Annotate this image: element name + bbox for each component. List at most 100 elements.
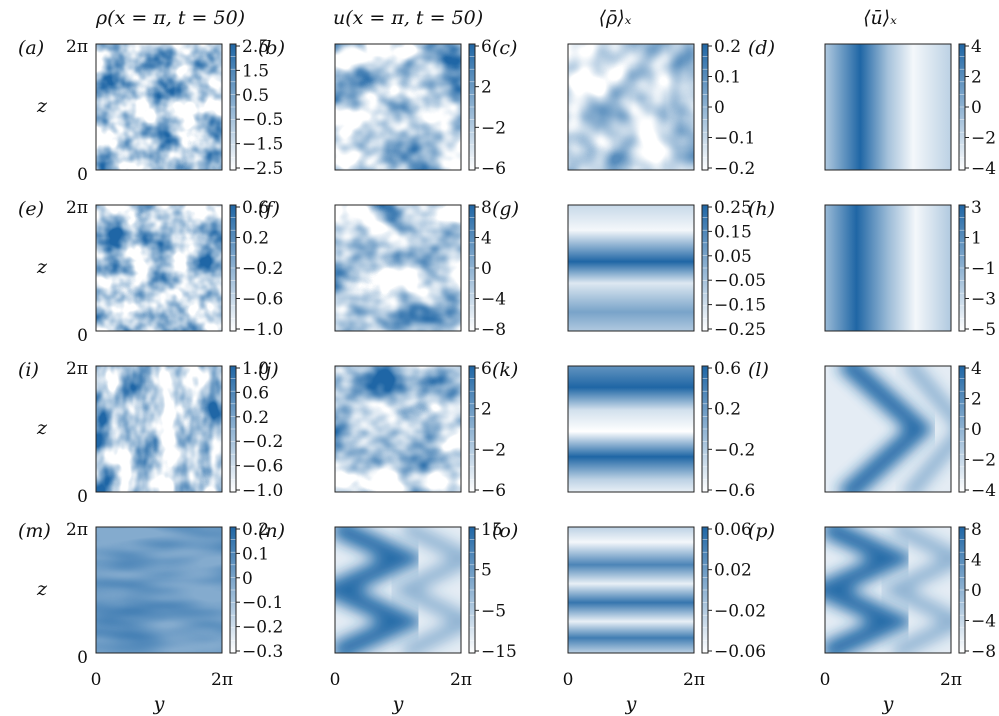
z-top-row2: 2π <box>66 198 88 218</box>
panel-field <box>568 527 694 653</box>
colorbar-tick-label: 0.06 <box>714 520 752 540</box>
colorbar-tick-label: 2 <box>971 68 982 88</box>
colorbar-tick-label: −2 <box>971 129 996 149</box>
z-top-row3: 2π <box>66 359 88 379</box>
colorbar-tick-label: −15 <box>481 642 517 662</box>
colorbar-frame <box>468 365 476 493</box>
colorbar-tick-label: 0.15 <box>714 222 752 242</box>
panel-field <box>568 44 694 170</box>
colorbar-tick-label: −0.3 <box>242 642 283 662</box>
panel-frame <box>567 365 695 493</box>
colorbar-tick-label: 8 <box>481 198 492 218</box>
panels-layer: (a) 2.5 1.5 0.5 −0.5 −1.5 −2.5 (b) 6 2 −2 −6 (c) 0.2 0… <box>18 37 996 662</box>
panel-field <box>96 527 222 653</box>
colorbar-tick-label: −3 <box>971 290 996 310</box>
colorbar-tick-label: 15 <box>481 520 503 540</box>
colorbar-tick-label: 0.2 <box>242 408 269 428</box>
y-left-col3: 0 <box>563 670 574 690</box>
colorbar-tick-label: −4 <box>971 159 996 179</box>
colorbar-tick-label: 0.2 <box>242 520 269 540</box>
horizontal-bands <box>568 366 694 492</box>
colorbar-tick-label: −8 <box>971 642 996 662</box>
panel-id: (o) <box>492 520 518 542</box>
panel-frame <box>567 526 695 654</box>
colorbar-tick-label: 0.05 <box>714 247 752 267</box>
panel-frame <box>334 365 462 493</box>
panel-id: (c) <box>492 37 517 59</box>
horizontal-bands <box>568 527 694 653</box>
colorbar-tick-label: −1.5 <box>242 135 283 155</box>
panel-frame <box>95 43 223 171</box>
colorbar-tick-label: 2 <box>481 78 492 98</box>
colorbar-tick-label: 6 <box>481 37 492 57</box>
colorbar-tick-label: 3 <box>971 198 982 218</box>
colorbar-tick-label: −2 <box>971 451 996 471</box>
colorbar-tick-label: 4 <box>481 229 492 249</box>
colorbar-tick-label: −0.2 <box>242 618 283 638</box>
z-bot-row1: 0 <box>77 165 88 185</box>
panel-b: (b) 6 2 −2 −6 <box>258 37 506 179</box>
col-title-4: ⟨ū⟩ₓ <box>863 7 897 29</box>
colorbar-tick-label: −5 <box>971 320 996 340</box>
colorbar-tick-label: −1.0 <box>242 320 283 340</box>
chevron-stripe <box>878 527 951 653</box>
colorbar-tick-label: −0.6 <box>242 290 283 310</box>
panel-id: (j) <box>258 359 279 381</box>
colorbar-tick-label: −4 <box>481 290 506 310</box>
colorbar-tick-label: −0.5 <box>242 110 283 130</box>
panel-f: (f) 8 4 0 −4 −8 <box>258 198 506 340</box>
colorbar-tick-label: −1 <box>971 259 996 279</box>
panel-field <box>335 366 461 492</box>
panel-c: (c) 0.2 0.1 0 −0.1 −0.2 <box>492 37 755 179</box>
vertical-band <box>825 44 951 170</box>
z-label-row3: z <box>36 417 48 439</box>
colorbar-tick-label: 0.1 <box>714 68 741 88</box>
z-bot-row4: 0 <box>77 648 88 668</box>
panel-field <box>825 44 951 170</box>
colorbar-tick-label: 0.02 <box>714 561 752 581</box>
horizontal-bands <box>568 205 694 331</box>
col-title-3: ⟨ρ̄⟩ₓ <box>599 7 632 29</box>
colorbar-tick-label: −2 <box>481 118 506 138</box>
panel-frame <box>334 204 462 332</box>
colorbar-tick-label: 1.0 <box>242 359 269 379</box>
colorbar-tick-label: −0.25 <box>714 320 766 340</box>
colorbar-tick-label: −0.6 <box>714 481 755 501</box>
chevron-stripe <box>825 527 919 653</box>
colorbar-tick-label: 4 <box>971 359 982 379</box>
colorbar-tick-label: −0.2 <box>242 432 283 452</box>
colorbar-frame <box>229 43 237 171</box>
colorbar-tick-label: −0.15 <box>714 296 766 316</box>
y-left-col2: 0 <box>330 670 341 690</box>
colorbar-tick-label: 0 <box>971 420 982 440</box>
colorbar-tick-label: −0.2 <box>714 440 755 460</box>
chevron-stripe <box>901 366 951 492</box>
panel-frame <box>824 365 952 493</box>
colorbar-tick-label: 0 <box>971 581 982 601</box>
z-bot-row2: 0 <box>77 326 88 346</box>
panel-id: (g) <box>492 198 519 220</box>
y-right-col2: 2π <box>450 670 472 690</box>
colorbar-tick-label: −4 <box>971 481 996 501</box>
y-label-col4: y <box>882 693 894 715</box>
y-left-col4: 0 <box>820 670 831 690</box>
col-title-1: ρ(x = π, t = 50) <box>95 7 245 29</box>
panel-h: (h) 3 1 −1 −3 −5 <box>748 198 996 340</box>
blob-field <box>568 44 694 170</box>
colorbar-tick-label: 0 <box>481 259 492 279</box>
turbulent-field <box>335 44 461 170</box>
panel-field <box>568 366 694 492</box>
colorbar-tick-label: −8 <box>481 320 506 340</box>
z-label-row1: z <box>36 95 48 117</box>
panel-id: (n) <box>258 520 285 542</box>
panel-id: (m) <box>18 520 51 542</box>
colorbar-frame <box>701 526 709 654</box>
colorbar-tick-label: 2.5 <box>242 37 269 57</box>
colorbar-tick-label: 2 <box>481 400 492 420</box>
vertical-band <box>825 205 951 331</box>
colorbar-tick-label: −4 <box>971 612 996 632</box>
colorbar-frame <box>229 526 237 654</box>
panel-id: (a) <box>18 37 44 59</box>
colorbar-tick-label: 0 <box>714 98 725 118</box>
